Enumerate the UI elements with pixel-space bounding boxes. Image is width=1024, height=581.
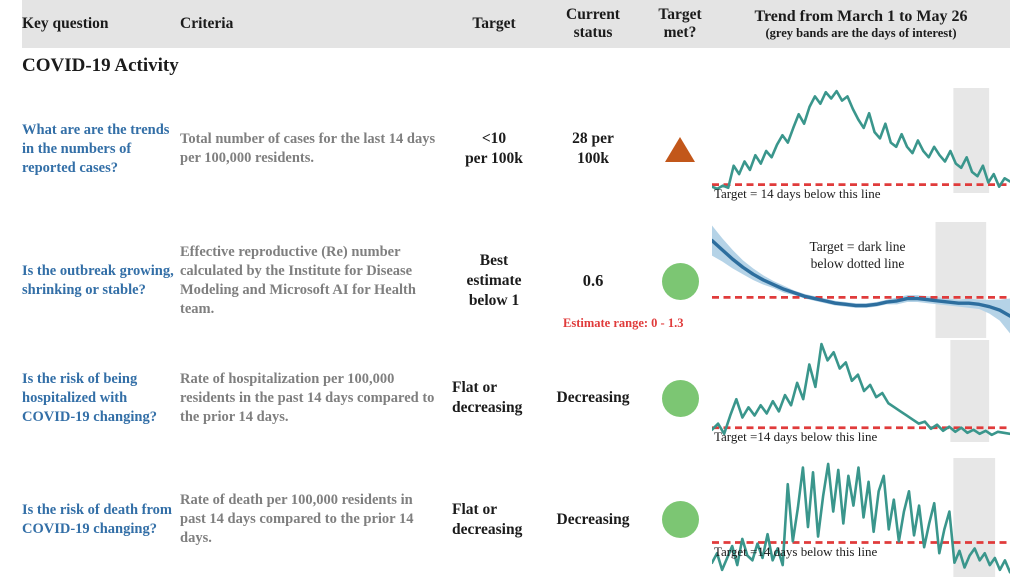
target-met-reported-cases [648, 136, 712, 162]
triangle-up-icon [665, 136, 695, 162]
criteria-outbreak-re: Effective reproductive (Re) number calcu… [180, 244, 416, 317]
target-met-hospitalization [648, 379, 712, 417]
col-header-target-met: Target met? [658, 6, 702, 41]
deaths-trend-line-chart [712, 458, 1010, 577]
col-header-criteria: Criteria [180, 15, 234, 32]
circle-icon [661, 379, 699, 417]
col-header-trend: Trend from March 1 to May 26 (grey bands… [712, 7, 1010, 41]
chart-target-annotation: Target = dark line below dotted line [809, 239, 906, 271]
trend-chart-hospitalization: Target =14 days below this line [712, 340, 1010, 456]
row-hospitalization: Is the risk of being hospitalized with C… [22, 340, 1010, 456]
circle-icon [661, 262, 699, 300]
chart-target-caption: Target =14 days below this line [714, 429, 878, 444]
target-reported-cases: <10 per 100k [465, 130, 523, 167]
hospitalization-trend-line-chart [712, 340, 1010, 442]
chart-target-caption: Target = 14 days below this line [714, 186, 881, 201]
trend-chart-outbreak-re: Target = dark line below dotted line [712, 222, 1010, 340]
target-deaths: Flat or decreasing [452, 500, 523, 538]
re-trend-line-chart [712, 222, 1010, 338]
row-deaths: Is the risk of death from COVID-19 chang… [22, 458, 1010, 581]
question-outbreak-re: Is the outbreak growing, shrinking or st… [22, 263, 174, 298]
col-header-target: Target [472, 15, 516, 32]
row-outbreak-re: Is the outbreak growing, shrinking or st… [22, 222, 1010, 340]
status-reported-cases: 28 per 100k [572, 130, 614, 167]
question-reported-cases: What are are the trends in the numbers o… [22, 121, 170, 176]
criteria-deaths: Rate of death per 100,000 residents in p… [180, 492, 414, 546]
col-header-key-question: Key question [22, 15, 109, 32]
circle-icon [661, 501, 699, 538]
trend-header-subtitle: (grey bands are the days of interest) [765, 26, 957, 40]
table-header-row: Key question Criteria Target Current sta… [22, 0, 1010, 48]
criteria-reported-cases: Total number of cases for the last 14 da… [180, 131, 436, 166]
status-hospitalization: Decreasing [556, 389, 630, 406]
question-deaths: Is the risk of death from COVID-19 chang… [22, 501, 172, 537]
cases-trend-line-chart [712, 88, 1010, 193]
target-met-outbreak-re [648, 262, 712, 300]
status-outbreak-re: 0.6 [582, 271, 604, 290]
status-deaths: Decreasing [556, 510, 630, 528]
section-title: COVID-19 Activity [22, 55, 179, 76]
estimate-range-note: Estimate range: 0 - 1.3 [563, 316, 684, 330]
target-met-deaths [648, 501, 712, 538]
question-hospitalization: Is the risk of being hospitalized with C… [22, 370, 157, 425]
target-hospitalization: Flat or decreasing [452, 379, 523, 416]
col-header-current-status: Current status [566, 6, 620, 41]
trend-chart-deaths: Target =14 days below this line [712, 458, 1010, 581]
chart-target-caption: Target =14 days below this line [714, 544, 878, 559]
row-reported-cases: What are are the trends in the numbers o… [22, 88, 1010, 210]
target-outbreak-re: Best estimate below 1 [466, 252, 522, 309]
trend-chart-reported-cases: Target = 14 days below this line [712, 88, 1010, 210]
criteria-hospitalization: Rate of hospitalization per 100,000 resi… [180, 370, 435, 425]
trend-header-title: Trend from March 1 to May 26 [754, 8, 968, 25]
